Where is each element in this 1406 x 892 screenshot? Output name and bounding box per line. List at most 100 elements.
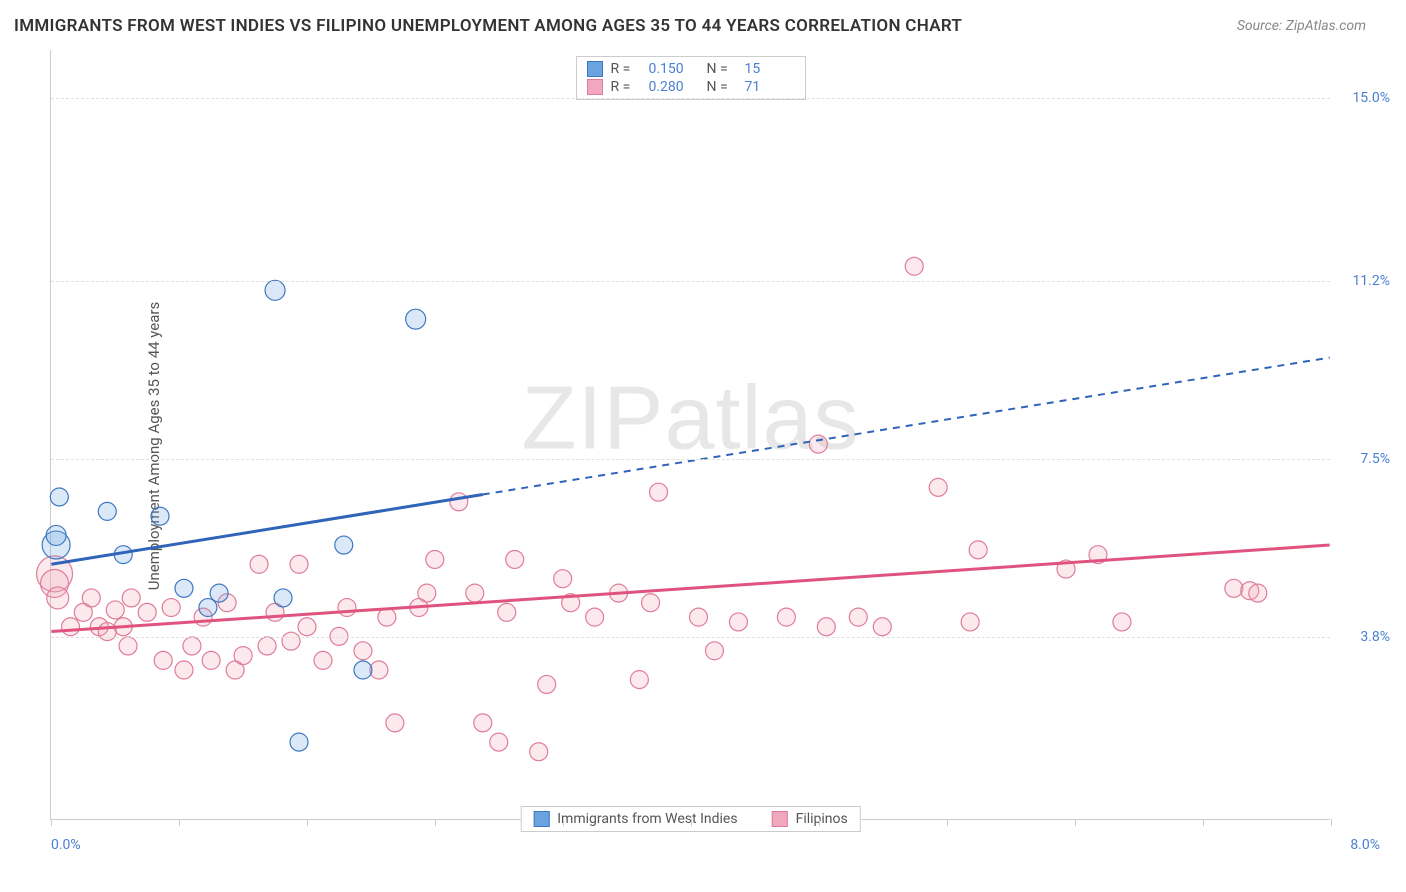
x-tick xyxy=(947,819,948,826)
data-point xyxy=(151,507,169,525)
data-point xyxy=(335,536,353,554)
legend-row-series-1: R = 0.280 N = 71 xyxy=(587,78,795,96)
data-point xyxy=(138,603,156,621)
data-point xyxy=(258,637,276,655)
data-point xyxy=(282,632,300,650)
data-point xyxy=(777,608,795,626)
x-tick xyxy=(179,819,180,826)
r-value-1: 0.280 xyxy=(649,79,699,95)
legend-bottom-label-0: Immigrants from West Indies xyxy=(557,811,737,827)
chart-container: IMMIGRANTS FROM WEST INDIES VS FILIPINO … xyxy=(0,0,1406,892)
data-point xyxy=(210,584,228,602)
data-point xyxy=(642,594,660,612)
x-tick xyxy=(1203,819,1204,826)
x-tick xyxy=(1075,819,1076,826)
data-point xyxy=(705,642,723,660)
legend-swatch-1 xyxy=(587,79,603,95)
legend-swatch-0 xyxy=(587,61,603,77)
data-point xyxy=(290,555,308,573)
data-point xyxy=(650,483,668,501)
legend-bottom-swatch-0 xyxy=(533,811,549,827)
legend-bottom-swatch-1 xyxy=(772,811,788,827)
data-point xyxy=(122,589,140,607)
data-point xyxy=(406,309,426,329)
data-point xyxy=(1113,613,1131,631)
data-point xyxy=(46,525,66,545)
n-value-0: 15 xyxy=(745,61,795,77)
gridline xyxy=(51,98,1330,99)
data-point xyxy=(554,570,572,588)
x-tick xyxy=(1331,819,1332,826)
data-point xyxy=(929,478,947,496)
data-point xyxy=(426,550,444,568)
data-point xyxy=(474,714,492,732)
data-point xyxy=(498,603,516,621)
x-tick xyxy=(691,819,692,826)
data-point xyxy=(98,502,116,520)
data-point xyxy=(729,613,747,631)
data-point xyxy=(250,555,268,573)
x-tick xyxy=(563,819,564,826)
n-label-1: N = xyxy=(707,79,737,95)
data-point xyxy=(490,733,508,751)
x-tick xyxy=(307,819,308,826)
trend-line xyxy=(51,495,482,565)
x-tick-label: 0.0% xyxy=(51,837,81,853)
y-tick-label: 15.0% xyxy=(1352,90,1390,106)
x-tick xyxy=(51,819,52,826)
data-point xyxy=(370,661,388,679)
legend-row-series-0: R = 0.150 N = 15 xyxy=(587,60,795,78)
data-point xyxy=(265,280,285,300)
data-point xyxy=(183,637,201,655)
data-point xyxy=(1249,584,1267,602)
data-point xyxy=(119,637,137,655)
trend-line-extrapolated xyxy=(483,358,1330,495)
x-tick-label: 8.0% xyxy=(1350,837,1380,853)
legend-bottom-label-1: Filipinos xyxy=(796,811,848,827)
data-point xyxy=(873,618,891,636)
data-point xyxy=(630,671,648,689)
data-point xyxy=(530,743,548,761)
plot-area: ZIPatlas R = 0.150 N = 15 R = 0.280 N = … xyxy=(50,50,1330,820)
data-point xyxy=(506,550,524,568)
data-point xyxy=(202,651,220,669)
data-point xyxy=(466,584,484,602)
y-tick-label: 3.8% xyxy=(1360,629,1390,645)
data-point xyxy=(1225,579,1243,597)
gridline xyxy=(51,281,1330,282)
n-value-1: 71 xyxy=(745,79,795,95)
data-point xyxy=(354,642,372,660)
data-point xyxy=(290,733,308,751)
legend-correlation: R = 0.150 N = 15 R = 0.280 N = 71 xyxy=(576,56,806,100)
data-point xyxy=(175,579,193,597)
data-point xyxy=(338,599,356,617)
data-point xyxy=(905,257,923,275)
data-point xyxy=(274,589,292,607)
data-point xyxy=(961,613,979,631)
data-point xyxy=(354,661,372,679)
data-point xyxy=(450,493,468,511)
data-point xyxy=(50,488,68,506)
data-point xyxy=(690,608,708,626)
data-point xyxy=(817,618,835,636)
data-point xyxy=(106,601,124,619)
data-point xyxy=(314,651,332,669)
x-tick xyxy=(819,819,820,826)
source-attribution: Source: ZipAtlas.com xyxy=(1237,18,1366,34)
data-point xyxy=(378,608,396,626)
n-label-0: N = xyxy=(707,61,737,77)
data-point xyxy=(298,618,316,636)
data-point xyxy=(62,618,80,636)
data-point xyxy=(849,608,867,626)
plot-svg xyxy=(51,50,1330,819)
r-label-1: R = xyxy=(611,79,641,95)
data-point xyxy=(538,675,556,693)
gridline xyxy=(51,637,1330,638)
data-point xyxy=(234,647,252,665)
data-point xyxy=(162,599,180,617)
chart-title: IMMIGRANTS FROM WEST INDIES VS FILIPINO … xyxy=(14,16,962,36)
data-point xyxy=(418,584,436,602)
data-point xyxy=(175,661,193,679)
r-label-0: R = xyxy=(611,61,641,77)
data-point xyxy=(47,587,69,609)
